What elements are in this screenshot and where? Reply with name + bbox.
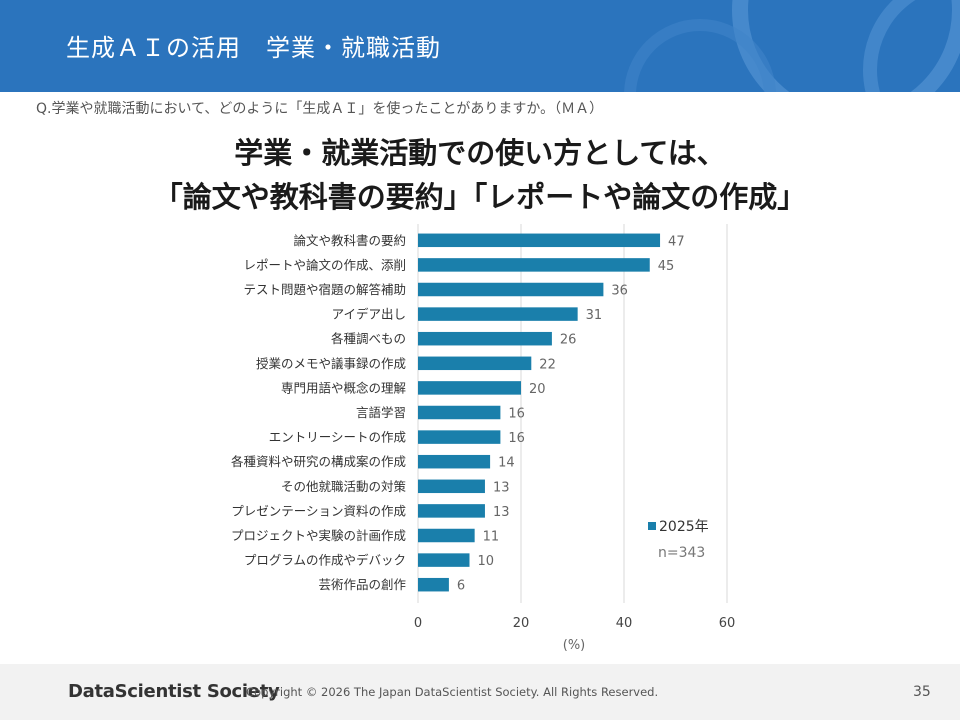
bar [418,553,470,567]
bar [418,430,501,444]
slide-footer: DataScientist Society Copyright © 2026 T… [0,664,960,720]
bar-chart: 0 20 40 60 論文や教科書の要約 47 レポートや論文の作成、添削 45 テスト問題や宿… [231,224,736,653]
data-label: 13 [493,480,510,495]
category-label: 論文や教科書の要約 [293,233,406,248]
headline-line-1: 学業・就業活動での使い方としては、 [234,136,726,170]
data-label: 22 [539,357,556,372]
legend-label: 2025年 [659,519,709,535]
data-label: 16 [508,431,525,446]
x-tick-label: 20 [513,616,530,631]
category-label: 言語学習 [356,405,406,420]
bar [418,479,485,494]
data-label: 31 [586,308,603,323]
copyright-text: Copyright © 2026 The Japan DataScientist… [246,685,659,699]
category-label: プレゼンテーション資料の作成 [231,503,406,518]
category-label: プロジェクトや実験の計画作成 [231,528,406,543]
data-label: 36 [611,284,628,299]
category-label: その他就職活動の対策 [281,479,407,494]
data-label: 47 [668,234,685,249]
x-tick-label: 60 [719,616,736,631]
bar [418,381,521,395]
data-label: 6 [457,579,465,594]
bar [418,577,449,592]
data-label: 26 [560,333,577,348]
chart-legend: 2025年 [648,516,709,536]
bar [418,504,485,518]
header-decoration [624,0,960,92]
bar [418,356,532,371]
category-label: アイデア出し [332,307,406,322]
data-label: 11 [483,530,500,545]
x-tick-label: 40 [616,616,633,631]
legend-swatch [648,522,656,530]
bar [418,233,661,248]
x-tick-label: 0 [414,616,422,631]
category-label: 各種資料や研究の構成案の作成 [231,454,406,469]
category-label: 芸術作品の創作 [318,577,406,592]
data-label: 14 [498,456,515,471]
bar [418,307,578,321]
data-label: 13 [493,505,510,520]
bar [418,528,475,543]
slide-header: 生成ＡＩの活用 学業・就職活動 [0,0,960,92]
data-label: 20 [529,382,546,397]
page-number: 35 [913,684,931,700]
category-label: 授業のメモや議事録の作成 [256,356,406,371]
data-label: 10 [478,554,495,569]
category-label: 各種調べもの [331,331,406,346]
category-label: プログラムの作成やデバック [244,553,406,568]
x-axis-label: (%) [563,638,586,653]
question-text: Q.学業や就職活動において、どのように「生成ＡＩ」を使ったことがありますか。（Ｍ… [36,101,604,117]
headline-line-2: 「論文や教科書の要約」「レポートや論文の作成」 [153,180,807,214]
category-label: エントリーシートの作成 [269,430,406,445]
bar [418,454,491,469]
slide-title: 生成ＡＩの活用 学業・就職活動 [66,34,441,62]
category-label: テスト問題や宿題の解答補助 [243,282,406,297]
bar [418,331,552,346]
data-label: 16 [508,407,525,422]
bar [418,282,604,297]
bar [418,405,501,420]
category-label: 専門用語や概念の理解 [281,380,406,395]
sample-size-note: n=343 [658,545,706,561]
bar [418,258,650,272]
data-label: 45 [658,259,675,274]
company-logo: DataScientist Society [68,681,280,702]
category-label: レポートや論文の作成、添削 [243,257,406,272]
